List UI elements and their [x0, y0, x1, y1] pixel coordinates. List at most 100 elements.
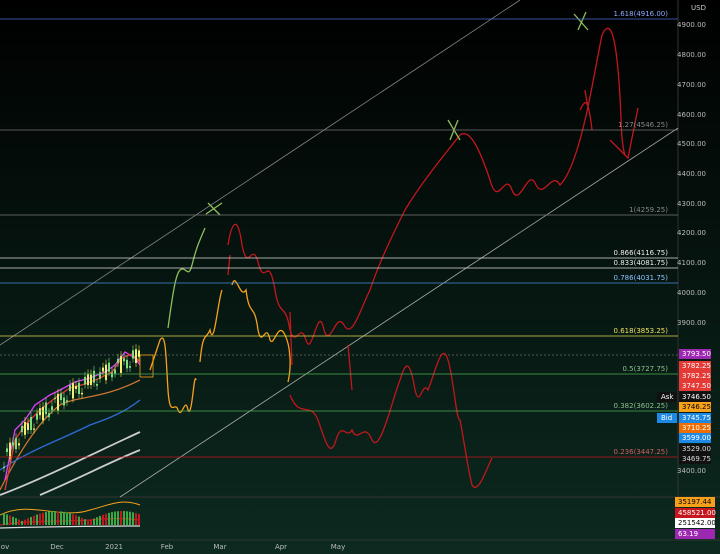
time-label: Apr	[275, 543, 287, 551]
price-tag	[679, 371, 711, 381]
volume-bar	[33, 515, 35, 525]
volume-bar	[78, 516, 80, 525]
fib-label: 0.618(3853.25)	[614, 327, 669, 335]
candle	[63, 397, 65, 406]
time-label: Feb	[161, 543, 174, 551]
candle	[45, 402, 47, 415]
volume-bar	[93, 518, 95, 525]
volume-bar	[117, 511, 119, 525]
candle	[30, 416, 32, 431]
candle	[81, 392, 83, 395]
price-label: 4400.00	[677, 170, 706, 178]
price-label: 4700.00	[677, 81, 706, 89]
volume-bar	[45, 511, 47, 525]
volume-bar	[9, 515, 11, 525]
candle	[87, 374, 89, 386]
price-tag-label: 3793.50	[682, 350, 711, 358]
price-tag	[679, 402, 711, 412]
volume-bar	[57, 511, 59, 525]
price-tag	[679, 444, 711, 454]
price-tag	[679, 454, 711, 464]
volume-bar	[18, 519, 20, 525]
fib-label: 0.236(3447.25)	[614, 448, 669, 456]
price-label: 4900.00	[677, 21, 706, 29]
candle	[117, 358, 119, 364]
time-label: Mar	[213, 543, 226, 551]
candle	[111, 372, 113, 378]
candle	[12, 442, 14, 446]
candle	[33, 428, 35, 430]
price-label: 4600.00	[677, 111, 706, 119]
volume-bar	[111, 512, 113, 525]
volume-bar	[126, 511, 128, 525]
candle	[84, 376, 86, 385]
candle	[36, 413, 38, 420]
indicator-tag	[675, 529, 715, 539]
indicator-tag-label: 35197.44	[678, 498, 712, 506]
fib-label: 1.618(4916.00)	[614, 10, 669, 18]
price-label: 4100.00	[677, 259, 706, 267]
indicator-tag-label: 251542.00	[678, 519, 716, 527]
volume-bar	[66, 512, 68, 525]
indicator-tag-label: 63.19	[678, 530, 698, 538]
candle	[90, 374, 92, 385]
time-label: Dec	[50, 543, 64, 551]
volume-bar	[138, 514, 140, 525]
candle	[114, 369, 116, 374]
candle	[60, 393, 62, 400]
indicator-tag	[675, 508, 715, 518]
ma-orange	[0, 379, 141, 491]
indicator-white	[0, 525, 141, 529]
fib-label: 0.833(4081.75)	[614, 259, 669, 267]
volume-bar	[48, 511, 50, 525]
candle	[42, 406, 44, 421]
volume-bar	[75, 515, 77, 525]
price-tag	[679, 392, 711, 402]
price-tag-label: 3747.50	[682, 382, 711, 390]
volume-bar	[99, 515, 101, 525]
fib-label: 0.786(4031.75)	[614, 274, 669, 282]
candle	[126, 359, 128, 369]
volume-bar	[42, 512, 44, 525]
volume-bar	[132, 512, 134, 525]
candle	[99, 372, 101, 379]
candle	[48, 413, 50, 418]
volume-bar	[102, 514, 104, 525]
price-tag-name-box	[657, 392, 677, 402]
price-tag-label: 3469.75	[682, 455, 711, 463]
candle	[39, 408, 41, 416]
candle	[54, 397, 56, 400]
price-tag-label: 3782.25	[682, 372, 711, 380]
volume-bar	[108, 512, 110, 525]
price-label: 4300.00	[677, 200, 706, 208]
candle	[21, 425, 23, 433]
candle	[24, 422, 26, 435]
volume-bar	[72, 514, 74, 525]
candle	[120, 356, 122, 373]
price-tag	[679, 349, 711, 359]
candle	[57, 393, 59, 411]
price-tag	[679, 413, 711, 423]
price-label: 4800.00	[677, 51, 706, 59]
volume-bar	[129, 511, 131, 525]
price-tag-label: 3529.00	[682, 445, 711, 453]
price-label: 4200.00	[677, 229, 706, 237]
volume-bar	[24, 519, 26, 525]
candle	[3, 466, 5, 468]
candle	[102, 367, 104, 372]
candle	[129, 366, 131, 368]
red-path	[227, 27, 639, 488]
volume-bar	[114, 511, 116, 525]
overlay: 4900.00 4800.00 4700.00 4600.00 4500.00 4400.…	[0, 10, 716, 551]
candle	[15, 438, 17, 450]
time-label: 2021	[105, 543, 123, 551]
volume-bar	[120, 511, 122, 525]
candle	[105, 364, 107, 381]
volume-bar	[60, 511, 62, 525]
price-tag	[679, 433, 711, 443]
fib-label: 1(4259.25)	[629, 206, 668, 214]
ma-red	[4, 353, 141, 491]
volume-bar	[6, 514, 8, 525]
volume-bar	[30, 516, 32, 525]
